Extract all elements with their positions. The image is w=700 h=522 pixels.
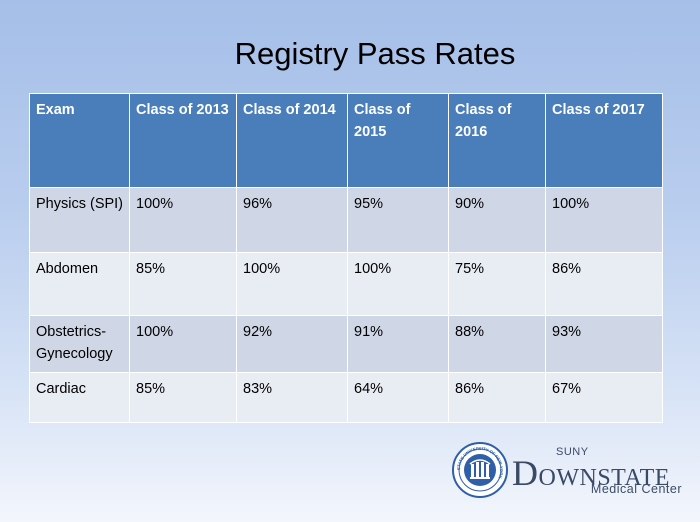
header-class-2015: Class of 2015 (347, 93, 449, 188)
row-exam-cell: Obstetrics-Gynecology (29, 315, 130, 373)
table-cell: 100% (545, 187, 663, 253)
row-exam-cell: Physics (SPI) (29, 187, 130, 253)
medical-center-label: Medical Center (590, 482, 682, 496)
downstate-rest: OWNSTATE (538, 465, 670, 491)
pass-rates-table: Exam Class of 2013 Class of 2014 Class o… (29, 93, 663, 423)
table-cell: 100% (129, 187, 237, 253)
table-cell: 85% (129, 252, 237, 316)
table-cell: 100% (129, 315, 237, 373)
header-class-2017: Class of 2017 (545, 93, 663, 188)
slide-title: Registry Pass Rates (234, 36, 516, 71)
table-row: Cardiac 85% 83% 64% 86% 67% (29, 372, 663, 423)
university-seal-icon: STATE UNIVERSITY OF NEW YORK (452, 442, 508, 498)
table-cell: 85% (129, 372, 237, 423)
table-cell: 86% (545, 252, 663, 316)
table-cell: 100% (236, 252, 348, 316)
table-cell: 90% (448, 187, 546, 253)
table-row: Physics (SPI) 100% 96% 95% 90% 100% (29, 187, 663, 253)
table-cell: 93% (545, 315, 663, 373)
table-row: Abdomen 85% 100% 100% 75% 86% (29, 252, 663, 316)
table-header-row: Exam Class of 2013 Class of 2014 Class o… (29, 93, 663, 188)
table-cell: 64% (347, 372, 449, 423)
header-class-2013: Class of 2013 (129, 93, 237, 188)
table-cell: 100% (347, 252, 449, 316)
table-cell: 83% (236, 372, 348, 423)
table-cell: 91% (347, 315, 449, 373)
row-exam-cell: Cardiac (29, 372, 130, 423)
header-class-2016: Class of 2016 (448, 93, 546, 188)
table-cell: 88% (448, 315, 546, 373)
table-cell: 86% (448, 372, 546, 423)
row-exam-cell: Abdomen (29, 252, 130, 316)
table-cell: 92% (236, 315, 348, 373)
table-cell: 95% (347, 187, 449, 253)
downstate-wordmark: DOWNSTATE (512, 452, 670, 494)
header-class-2014: Class of 2014 (236, 93, 348, 188)
table-cell: 67% (545, 372, 663, 423)
suny-downstate-logo: STATE UNIVERSITY OF NEW YORK SUNY DOWNST… (452, 442, 682, 502)
table-cell: 75% (448, 252, 546, 316)
table-row: Obstetrics-Gynecology 100% 92% 91% 88% 9… (29, 315, 663, 373)
suny-label: SUNY (556, 446, 589, 458)
header-exam: Exam (29, 93, 130, 188)
table-cell: 96% (236, 187, 348, 253)
downstate-initial: D (512, 453, 539, 493)
